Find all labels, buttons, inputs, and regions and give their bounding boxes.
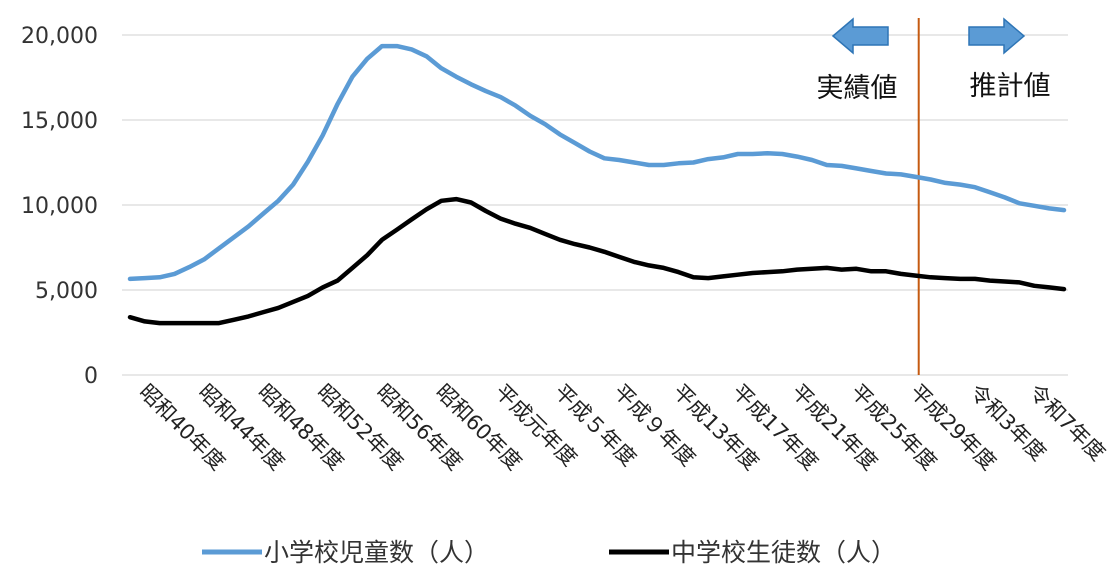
legend-label-junior-high: 中学校生徒数（人） (671, 538, 896, 566)
forecast-values-label: 推計値 (970, 71, 1051, 102)
series-line-elementary (127, 43, 1067, 282)
y-axis-ticks: 0 5,000 10,000 15,000 20,000 (21, 24, 98, 389)
y-tick-label: 20,000 (21, 24, 98, 49)
y-tick-label: 10,000 (21, 194, 98, 219)
x-axis-ticks: 昭和40年度昭和44年度昭和48年度昭和52年度昭和56年度昭和60年度平成元年… (134, 380, 1109, 475)
legend-label-elementary: 小学校児童数（人） (264, 538, 489, 566)
series-lines (127, 43, 1067, 326)
arrow-right-icon (968, 17, 1026, 55)
y-tick-label: 0 (84, 364, 98, 389)
gridlines (122, 34, 1068, 376)
actual-values-label: 実績値 (817, 73, 898, 104)
series-line-junior-high (127, 196, 1067, 326)
y-tick-label: 15,000 (21, 109, 98, 134)
arrow-left-icon (831, 17, 889, 55)
y-tick-label: 5,000 (35, 279, 98, 304)
legend: 小学校児童数（人） 中学校生徒数（人） (202, 538, 896, 566)
